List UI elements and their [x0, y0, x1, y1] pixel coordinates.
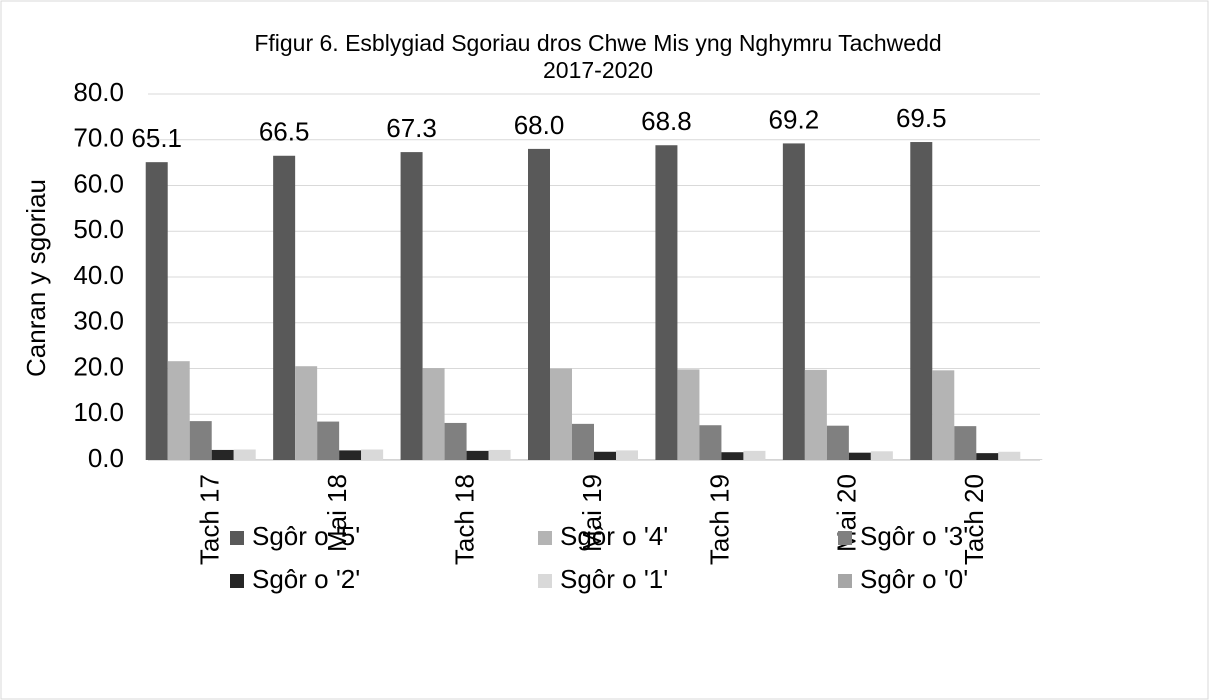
data-label: 68.0 — [514, 110, 565, 140]
bar — [699, 425, 722, 460]
legend-swatch — [538, 531, 552, 545]
x-tick-label: Mai 18 — [322, 474, 352, 552]
bar — [444, 422, 467, 460]
bar — [998, 451, 1021, 460]
bar — [361, 449, 384, 460]
data-label: 65.1 — [131, 123, 182, 153]
bar — [233, 449, 256, 460]
bar — [167, 361, 190, 460]
data-label: 66.5 — [259, 117, 310, 147]
bar — [616, 450, 638, 460]
x-tick-label: Tach 19 — [704, 474, 734, 565]
bar — [677, 369, 700, 460]
y-tick-label: 80.0 — [73, 77, 124, 107]
legend-swatch — [538, 574, 552, 588]
bar — [339, 450, 362, 460]
bar — [870, 451, 893, 460]
bar — [804, 369, 827, 460]
bar — [572, 423, 594, 460]
legend-swatch — [230, 574, 244, 588]
y-tick-label: 30.0 — [73, 306, 124, 336]
bar — [910, 142, 933, 460]
data-label: 69.2 — [769, 104, 820, 134]
bar — [848, 452, 871, 460]
y-tick-label: 60.0 — [73, 168, 124, 198]
chart-title: Ffigur 6. Esblygiad Sgoriau dros Chwe Mi… — [254, 30, 942, 83]
legend-swatch — [838, 574, 852, 588]
legend-label: Sgôr o '1' — [560, 564, 668, 594]
bar — [721, 452, 744, 460]
bar — [189, 421, 212, 460]
bar — [594, 451, 616, 460]
legend-swatch — [838, 531, 852, 545]
bar — [743, 450, 766, 460]
y-tick-label: 40.0 — [73, 260, 124, 290]
data-label: 69.5 — [896, 103, 947, 133]
legend-label: Sgôr o '2' — [252, 564, 360, 594]
bar — [932, 370, 955, 460]
bar — [466, 450, 489, 460]
bar — [954, 426, 977, 460]
y-tick-label: 20.0 — [73, 351, 124, 381]
bar — [211, 449, 234, 460]
bar — [826, 425, 849, 460]
bar — [295, 366, 318, 460]
bar — [422, 368, 445, 460]
data-label: 68.8 — [641, 106, 692, 136]
bar — [400, 152, 423, 461]
x-tick-label: Tach 17 — [195, 474, 225, 565]
legend-swatch — [230, 531, 244, 545]
bar — [976, 453, 999, 460]
y-tick-label: 10.0 — [73, 397, 124, 427]
bar — [145, 162, 168, 461]
legend-label: Sgôr o '0' — [860, 564, 968, 594]
bar — [550, 368, 572, 460]
legend-label: Sgôr o '5' — [252, 521, 360, 551]
y-tick-label: 70.0 — [73, 123, 124, 153]
x-tick-label: Tach 18 — [449, 474, 479, 565]
y-tick-label: 0.0 — [88, 443, 124, 473]
bar — [273, 155, 296, 460]
bar — [528, 148, 550, 460]
x-tick-label: Mai 19 — [577, 474, 607, 552]
data-label: 67.3 — [386, 113, 437, 143]
y-tick-label: 50.0 — [73, 214, 124, 244]
bar — [317, 421, 340, 460]
x-tick-label: Tach 20 — [959, 474, 989, 565]
bar — [655, 145, 678, 461]
legend-label: Sgôr o '3' — [860, 521, 968, 551]
legend-label: Sgôr o '4' — [560, 521, 668, 551]
y-axis-label: Canran y sgoriau — [21, 179, 51, 377]
bar — [782, 143, 805, 460]
bar — [488, 449, 511, 460]
